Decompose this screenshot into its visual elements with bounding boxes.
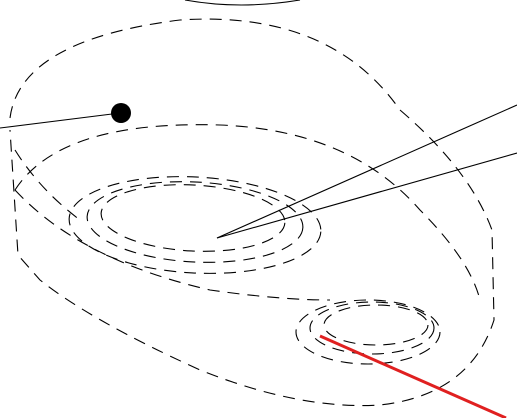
small-ring-outer (295, 299, 441, 365)
probe-line (0, 112, 121, 129)
small-ring-mid (309, 301, 435, 355)
small-ring-inner (323, 304, 429, 346)
top-arc (184, 0, 301, 6)
red-line (319, 334, 507, 418)
ray-upper (216, 104, 517, 239)
outer-top (9, 18, 401, 119)
ring-mid (86, 181, 304, 263)
ray-lower (216, 152, 517, 239)
inner-top (14, 124, 481, 301)
outer-body (9, 109, 495, 407)
ring-inner (100, 184, 286, 252)
inner-left (14, 189, 331, 301)
ring-outer (68, 176, 322, 274)
left-guide (14, 149, 81, 221)
probe-dot (111, 103, 131, 123)
